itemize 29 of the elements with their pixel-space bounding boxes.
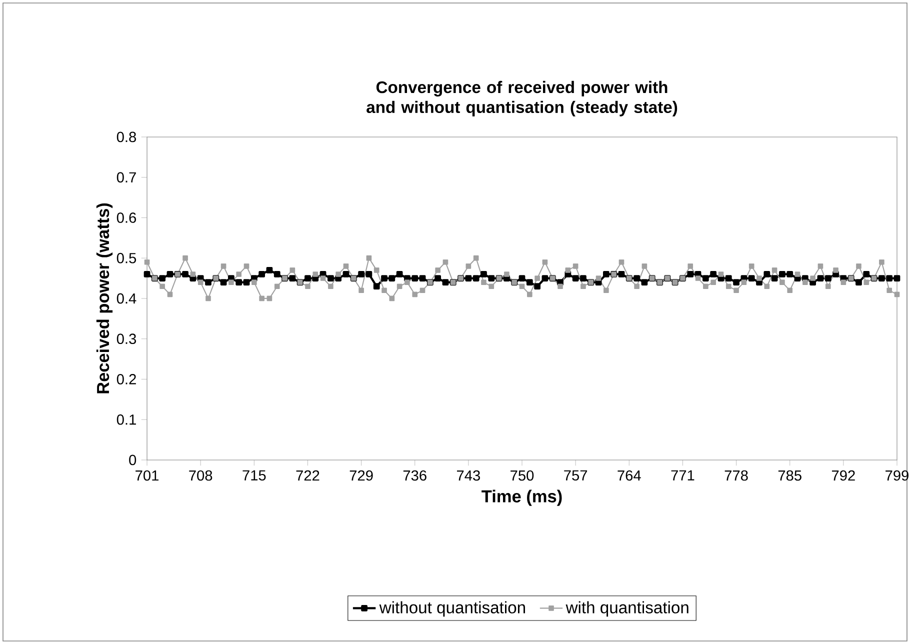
x-tick-label: 701 [136,470,158,481]
legend-label: without quantisation [379,601,525,617]
x-tick-label: 771 [671,470,694,480]
y-tick-label: 0 [129,454,136,466]
legend-label: with quantisation [566,601,688,617]
chart-title: Convergence of received power with and without quantisation (steady state) [366,80,678,116]
x-axis-title: Time (ms) [482,490,562,506]
y-tick-label: 0.8 [116,132,136,142]
y-tick-label: 0.3 [116,334,136,344]
x-tick-label: 757 [564,470,588,481]
y-tick-label: 0.6 [116,212,136,223]
x-tick-label: 764 [618,470,641,481]
x-tick-label: 750 [510,470,534,481]
x-tick-label: 736 [403,470,426,481]
x-tick-label: 792 [832,470,855,481]
y-tick-label: 0.5 [116,252,136,264]
x-tick-label: 799 [886,470,908,481]
y-tick-label: 0.4 [116,293,136,304]
x-tick-label: 708 [189,470,212,481]
x-tick-label: 722 [296,470,320,481]
y-axis-title: Received power (watts) [96,203,113,394]
x-tick-label: 729 [350,470,373,481]
x-tick-label: 785 [778,470,802,481]
x-tick-label: 715 [242,470,266,481]
x-tick-label: 743 [456,470,480,481]
x-tick-label: 778 [724,470,748,481]
y-tick-label: 0.2 [116,374,136,384]
y-tick-label: 0.1 [116,414,136,425]
y-tick-label: 0.7 [116,172,136,183]
